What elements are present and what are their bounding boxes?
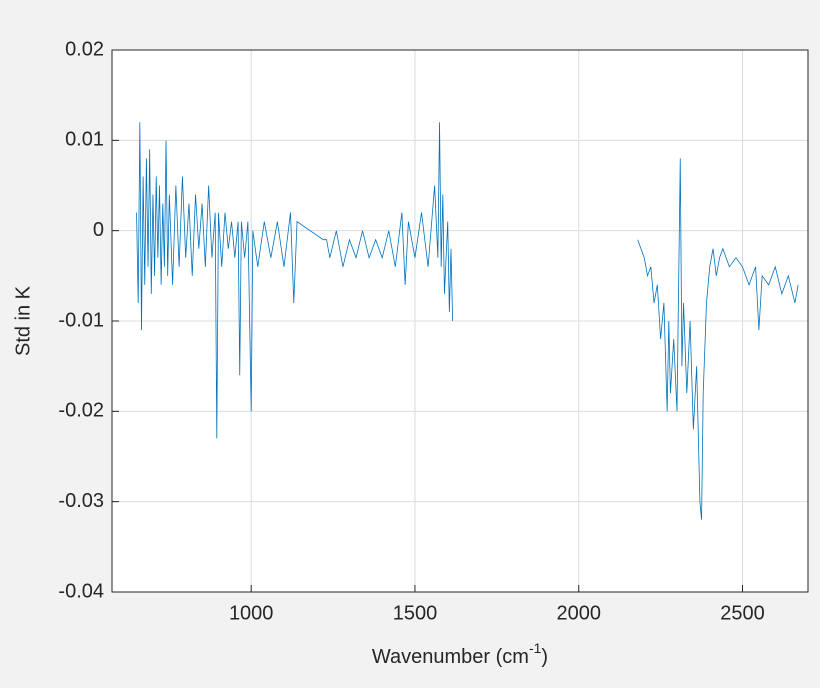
x-axis-label-text: Wavenumber (cm (372, 646, 529, 668)
y-tick-label: -0.04 (58, 580, 104, 602)
y-tick-label: -0.01 (58, 309, 104, 331)
x-tick-label: 1000 (229, 602, 274, 624)
x-tick-label: 2500 (720, 602, 765, 624)
x-tick-label: 2000 (556, 602, 601, 624)
y-tick-label: -0.02 (58, 400, 104, 422)
y-tick-label: 0 (93, 219, 104, 241)
x-axis-label-tail: ) (541, 646, 548, 668)
y-tick-label: 0.01 (65, 129, 104, 151)
x-axis-label: Wavenumber (cm-1) (372, 640, 548, 669)
x-tick-label: 1500 (393, 602, 438, 624)
y-axis-label: Std in K (12, 285, 34, 356)
data-line (136, 122, 799, 520)
x-axis-label-sup: -1 (529, 640, 542, 656)
y-tick-label: 0.02 (65, 38, 104, 60)
axes-box (111, 49, 809, 593)
y-tick-label: -0.03 (58, 490, 104, 512)
